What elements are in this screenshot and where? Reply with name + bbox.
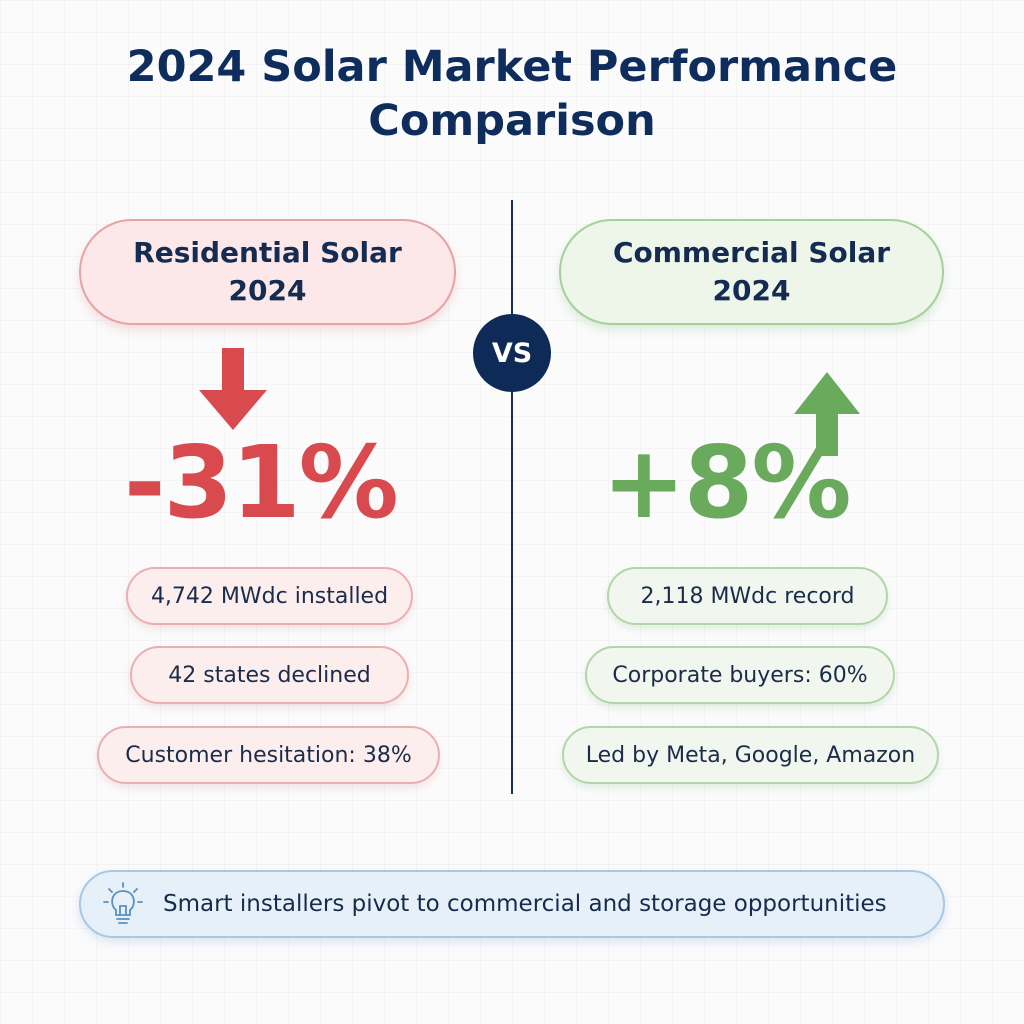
commercial-stat-leaders: Led by Meta, Google, Amazon bbox=[562, 726, 939, 784]
arrow-up-icon bbox=[794, 372, 860, 456]
commercial-heading-line2: 2024 bbox=[712, 274, 791, 307]
arrow-down-icon bbox=[199, 348, 267, 430]
commercial-stat-corporate-buyers: Corporate buyers: 60% bbox=[585, 646, 895, 704]
page-title-line2: Comparison bbox=[368, 96, 656, 146]
page-title-line1: 2024 Solar Market Performance bbox=[126, 42, 898, 92]
commercial-heading: Commercial Solar 2024 bbox=[559, 219, 944, 325]
page-title: 2024 Solar Market Performance Comparison bbox=[0, 40, 1024, 148]
residential-stat-states: 42 states declined bbox=[130, 646, 409, 704]
insight-text: Smart installers pivot to commercial and… bbox=[163, 891, 887, 917]
center-divider bbox=[511, 200, 513, 794]
residential-change-value: -31% bbox=[124, 424, 399, 541]
commercial-stat-record: 2,118 MWdc record bbox=[607, 567, 888, 625]
residential-stat-hesitation: Customer hesitation: 38% bbox=[97, 726, 440, 784]
residential-stat-installed: 4,742 MWdc installed bbox=[126, 567, 413, 625]
commercial-change-value: +8% bbox=[602, 424, 852, 541]
insight-banner: Smart installers pivot to commercial and… bbox=[79, 870, 945, 938]
residential-heading-line1: Residential Solar bbox=[133, 236, 402, 269]
residential-heading: Residential Solar 2024 bbox=[79, 219, 456, 325]
commercial-heading-line1: Commercial Solar bbox=[612, 236, 891, 269]
lightbulb-icon bbox=[103, 882, 143, 924]
vs-badge: VS bbox=[473, 314, 551, 392]
residential-heading-line2: 2024 bbox=[228, 274, 307, 307]
